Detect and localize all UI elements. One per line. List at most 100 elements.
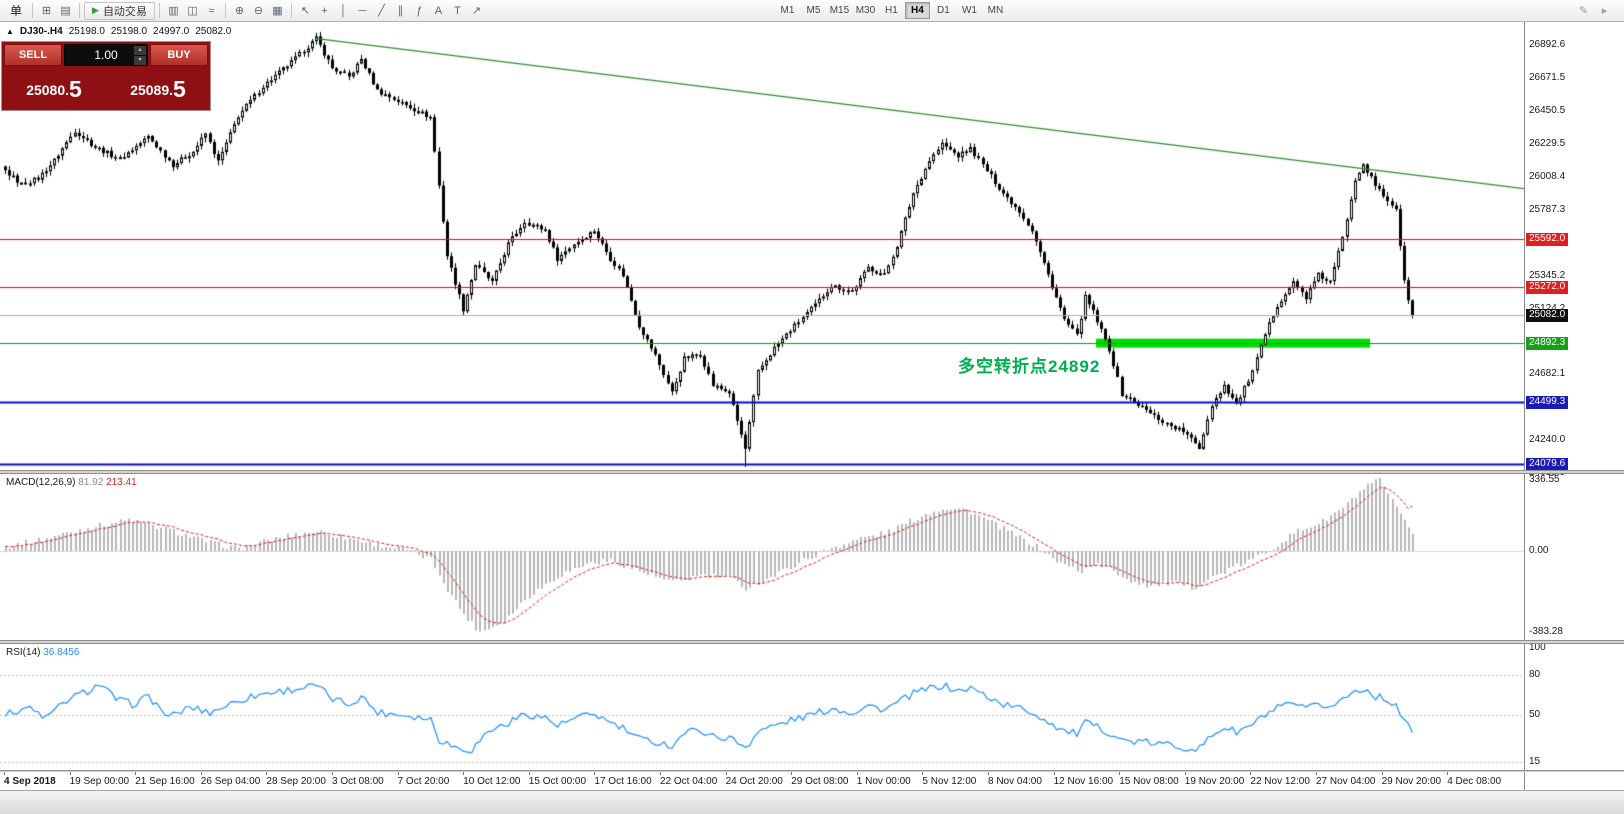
- rsi-value: 36.8456: [43, 647, 80, 658]
- rsi-axis-tick: 50: [1529, 709, 1541, 721]
- toolbar-separator: [158, 3, 160, 18]
- price-axis-tick: 25124.2: [1529, 303, 1565, 315]
- time-axis-tick: [266, 772, 268, 775]
- time-axis-tick: [397, 772, 399, 775]
- panel-splitter[interactable]: [0, 640, 1624, 644]
- toolbar-group-timeframes: M1 M5 M15 M30 H1 H4 D1 W1 MN: [775, 2, 1008, 19]
- cursor-icon[interactable]: ↖: [296, 2, 315, 20]
- time-axis-tick: [4, 772, 5, 775]
- ohlc-low: 24997.0: [153, 26, 190, 37]
- rsi-indicator-label: RSI(14) 36.8456: [6, 647, 80, 658]
- one-click-trading-panel: SELL 1.00 ▴ ▾ BUY 25080.5 25089.5: [2, 42, 210, 110]
- toolbar-group-left: ⊞ ▤: [37, 1, 75, 20]
- label-icon[interactable]: T: [448, 2, 467, 20]
- timeframe-button-m30[interactable]: M30: [853, 2, 878, 19]
- time-axis[interactable]: 4 Sep 2018 19 Sep 00:00 21 Sep 16:00 26 Sep…: [0, 772, 1524, 790]
- arrow-tool-icon[interactable]: ↗: [467, 2, 486, 20]
- new-order-icon[interactable]: ⊞: [37, 2, 56, 20]
- macd-axis-tick: 336.55: [1529, 474, 1560, 485]
- tile-windows-icon[interactable]: ▦: [268, 2, 287, 20]
- price-chart-canvas[interactable]: [0, 22, 1524, 470]
- fibonacci-icon[interactable]: ƒ: [410, 2, 429, 20]
- timeframe-button-d1[interactable]: D1: [931, 2, 956, 19]
- channel-icon[interactable]: ∥: [391, 2, 410, 20]
- time-axis-label: 19 Sep 00:00: [69, 776, 130, 787]
- chart-profiles-icon[interactable]: ▤: [56, 2, 75, 20]
- line-chart-icon[interactable]: ≈: [202, 2, 221, 20]
- trendline-icon[interactable]: ╱: [372, 2, 391, 20]
- price-axis-tick: 26450.5: [1529, 105, 1566, 117]
- price-axis-tick: 24240.0: [1529, 434, 1566, 446]
- zoom-out-icon[interactable]: ⊖: [249, 2, 268, 20]
- time-axis-label: 22 Nov 12:00: [1250, 776, 1310, 787]
- time-axis-tick: [135, 772, 137, 775]
- time-axis-tick: [594, 772, 596, 775]
- time-axis-tick: [660, 772, 661, 775]
- time-axis-label: 27 Nov 04:00: [1316, 776, 1376, 787]
- pencil-icon[interactable]: ✎: [1574, 2, 1593, 20]
- toolbar-separator: [224, 3, 226, 18]
- hline-price-badge: 24079.6: [1526, 458, 1569, 472]
- rsi-axis-tick: 80: [1529, 668, 1541, 680]
- vertical-line-icon[interactable]: │: [334, 2, 353, 20]
- time-axis-label: 4 Dec 08:00: [1447, 776, 1502, 787]
- horizontal-line-icon[interactable]: ─: [353, 2, 372, 20]
- tick-direction-icon: ▲: [6, 27, 14, 36]
- volume-decrease-button[interactable]: ▾: [134, 56, 146, 65]
- macd-axis-tick: 0.00: [1529, 545, 1549, 557]
- price-axis-tick: 26892.6: [1529, 39, 1566, 51]
- sell-price[interactable]: 25080.5: [26, 76, 82, 102]
- volume-increase-button[interactable]: ▴: [134, 46, 146, 55]
- timeframe-button-mn[interactable]: MN: [983, 2, 1008, 19]
- timeframe-button-h4[interactable]: H4: [904, 2, 930, 19]
- time-axis-tick: [1053, 772, 1055, 775]
- hline-price-badge: 25592.0: [1526, 233, 1569, 246]
- macd-indicator-label: MACD(12,26,9) 81.92 213.41: [6, 477, 137, 488]
- time-axis-tick: [200, 772, 202, 775]
- hline-price-badge: 25272.0: [1526, 280, 1569, 294]
- panel-splitter[interactable]: [0, 470, 1624, 474]
- symbol-name: DJ30-.H4: [19, 26, 63, 37]
- toolbar-separator: [32, 3, 34, 18]
- bar-chart-icon[interactable]: ▥: [164, 2, 183, 20]
- ohlc-open: 25198.0: [68, 26, 105, 37]
- timeframe-button-h1[interactable]: H1: [879, 2, 904, 19]
- crosshair-icon[interactable]: +: [315, 2, 334, 20]
- time-axis-tick: [1381, 772, 1383, 775]
- time-axis-tick: [791, 772, 793, 775]
- time-axis-tick: [856, 772, 858, 775]
- menu-item[interactable]: 单: [10, 4, 23, 18]
- macd-panel-canvas[interactable]: [0, 474, 1524, 640]
- time-axis-tick: [1447, 772, 1449, 775]
- rsi-panel-canvas[interactable]: [0, 644, 1524, 770]
- time-axis-tick: [528, 772, 530, 775]
- play-icon: ▶: [92, 5, 99, 15]
- candlestick-chart-icon[interactable]: ◫: [183, 2, 202, 20]
- time-axis-label: 17 Oct 16:00: [594, 776, 652, 787]
- symbol-ohlc-overlay: ▲ DJ30-.H4 25198.0 25198.0 24997.0 25082…: [6, 26, 231, 37]
- time-axis-label: 12 Nov 16:00: [1053, 776, 1114, 787]
- time-axis-label: 4 Sep 2018: [4, 776, 56, 787]
- timeframe-button-m5[interactable]: M5: [801, 2, 826, 19]
- timeframe-button-w1[interactable]: W1: [957, 2, 982, 19]
- time-axis-label: 24 Oct 20:00: [725, 776, 783, 787]
- timeframe-button-m1[interactable]: M1: [775, 2, 800, 19]
- sell-button[interactable]: SELL: [4, 44, 62, 66]
- time-axis-label: 3 Oct 08:00: [332, 776, 384, 787]
- chart-shift-icon[interactable]: ▸: [1595, 2, 1614, 20]
- time-axis-tick: [725, 772, 727, 775]
- time-axis-label: 28 Sep 20:00: [266, 776, 326, 787]
- buy-button[interactable]: BUY: [150, 44, 208, 66]
- auto-trading-button[interactable]: ▶ 自动交易: [84, 1, 155, 20]
- timeframe-button-m15[interactable]: M15: [827, 2, 852, 19]
- buy-price[interactable]: 25089.5: [130, 76, 186, 102]
- text-icon[interactable]: A: [429, 2, 448, 20]
- price-axis-tick: 25345.2: [1529, 269, 1566, 281]
- price-axis[interactable]: 26892.6 26671.5 26450.5 26229.5 26008.4 25787…: [1524, 22, 1624, 790]
- zoom-in-icon[interactable]: ⊕: [230, 2, 249, 20]
- time-axis-tick: [1250, 772, 1252, 775]
- time-axis-tick: [988, 772, 989, 775]
- toolbar-group-chart-types: ▥ ◫ ≈: [164, 1, 221, 20]
- time-axis-label: 8 Nov 04:00: [988, 776, 1042, 787]
- volume-field[interactable]: 1.00 ▴ ▾: [64, 44, 148, 66]
